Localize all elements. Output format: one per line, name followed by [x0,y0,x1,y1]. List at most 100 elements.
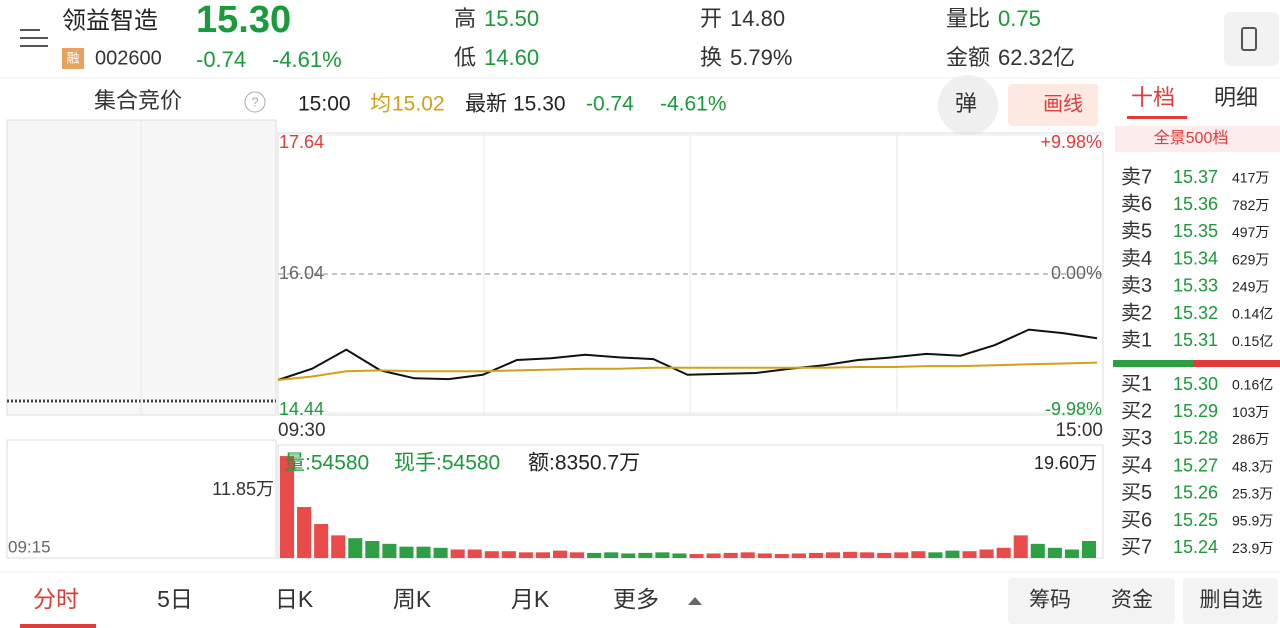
volume-bar [433,547,448,558]
draw-button[interactable] [1008,84,1098,126]
footer-tab[interactable]: 周K [393,586,432,612]
book-divider-ask [1113,360,1193,367]
volume-bar [314,524,329,558]
volume-bar [808,552,823,558]
book-price: 15.29 [1173,401,1218,421]
x-tick-label: 09:30 [278,420,326,441]
volume-bar [535,552,550,558]
book-volume: 249万 [1232,279,1269,295]
book-volume: 25.3万 [1232,486,1273,502]
book-level: 买2 [1121,400,1152,422]
volume-max: 19.60万 [1034,453,1097,473]
volume-bar [672,553,687,558]
book-volume: 417万 [1232,170,1269,186]
info-time: 15:00 [298,93,351,116]
book-level: 买1 [1121,373,1152,395]
book-level: 买3 [1121,428,1152,450]
book-level: 买7 [1121,536,1152,558]
book-level: 买4 [1121,455,1152,477]
book-price: 15.28 [1173,428,1218,448]
avg-value: 15.02 [392,93,445,116]
stat-label: 量比 [946,6,990,31]
volume-bar [518,552,533,558]
volume-bar [928,552,943,558]
y-tick-label: 17.64 [279,132,324,152]
help-icon[interactable] [244,91,266,113]
pct-label: -9.98% [1045,399,1102,419]
stat-value: 14.80 [730,6,785,31]
stat-label: 低 [454,45,476,70]
tab-underline [1127,116,1187,119]
panorama[interactable]: 全景500档 [1154,129,1229,147]
stat-label: 金额 [946,45,990,70]
book-price: 15.31 [1173,330,1218,350]
volume-label: 量:54580 [284,452,369,475]
volume-bar [331,535,346,558]
latest-value: 15.30 [513,93,566,116]
volume-bar [467,549,482,558]
book-price: 15.32 [1173,303,1218,323]
book-divider-bid [1193,360,1280,367]
popup-label[interactable]: 弹 [955,91,977,116]
volume-bar [791,553,806,558]
volume-bar [1047,547,1062,558]
footer-tab[interactable]: 日K [275,586,314,612]
avg-label: 均 [370,93,391,116]
stat-value: 0.75 [998,6,1041,31]
footer-tab[interactable]: 月K [511,586,550,612]
book-volume: 782万 [1232,197,1269,213]
book-level: 卖5 [1121,220,1152,243]
volume-bar [348,538,363,558]
book-price: 15.27 [1173,455,1218,475]
content: 领益智造 15.30 融 002600 -0.74 -4.61% 高 15.50 低 14.60 开… [8,0,1273,612]
book-level: 买6 [1121,509,1152,531]
footer-button[interactable]: 资金 [1111,589,1153,612]
draw-label[interactable]: 画线 [1043,92,1083,115]
book-tab[interactable]: 明细 [1214,85,1258,110]
stat-label: 高 [454,6,476,31]
book-volume: 95.9万 [1232,513,1273,529]
badge: 融 [66,50,79,65]
book-price: 15.35 [1173,221,1218,241]
panorama-bg [1115,126,1280,152]
more-arrow[interactable] [688,597,702,605]
book-price: 15.33 [1173,276,1218,296]
volume-bar [1013,535,1028,558]
footer-tab[interactable]: 5日 [157,586,193,612]
device-button[interactable] [1224,12,1279,66]
info-change: -0.74 [586,93,634,116]
book-volume: 0.16亿 [1232,377,1273,393]
volume-bar [1064,549,1079,558]
footer-button[interactable]: 删自选 [1200,589,1263,612]
volume-bar [604,552,619,558]
footer-button[interactable]: 筹码 [1029,589,1071,612]
book-level: 买5 [1121,482,1152,504]
book-level: 卖2 [1121,301,1152,324]
volume-bar [638,552,653,558]
volume-bar [877,552,892,558]
volume-bar [706,553,721,558]
line-series [277,361,1098,381]
footer-tab[interactable]: 分时 [33,586,79,612]
volume-bar [621,553,636,558]
info-pct: -4.61% [660,93,727,116]
volume-bar [774,554,789,558]
footer-tab[interactable]: 更多 [613,586,659,612]
latest-label: 最新 [465,93,507,116]
volume-bar [979,549,994,558]
auction-time: 09:15 [8,537,51,556]
book-volume: 0.15亿 [1232,333,1273,349]
y-tick-label: 14.44 [279,399,324,419]
y-tick-label: 16.04 [279,263,324,283]
stat-value: 62.32亿 [998,45,1075,70]
help-mark: ? [251,94,258,109]
book-level: 卖7 [1121,165,1152,188]
volume-label: 现手:54580 [394,452,500,475]
menu-icon[interactable] [20,29,48,47]
volume-bar [757,553,772,558]
book-tab[interactable]: 十档 [1131,85,1175,110]
device-icon [1241,27,1257,51]
pct-label: 0.00% [1051,263,1102,283]
popup-button[interactable] [938,75,998,135]
volume-bar [297,507,312,558]
